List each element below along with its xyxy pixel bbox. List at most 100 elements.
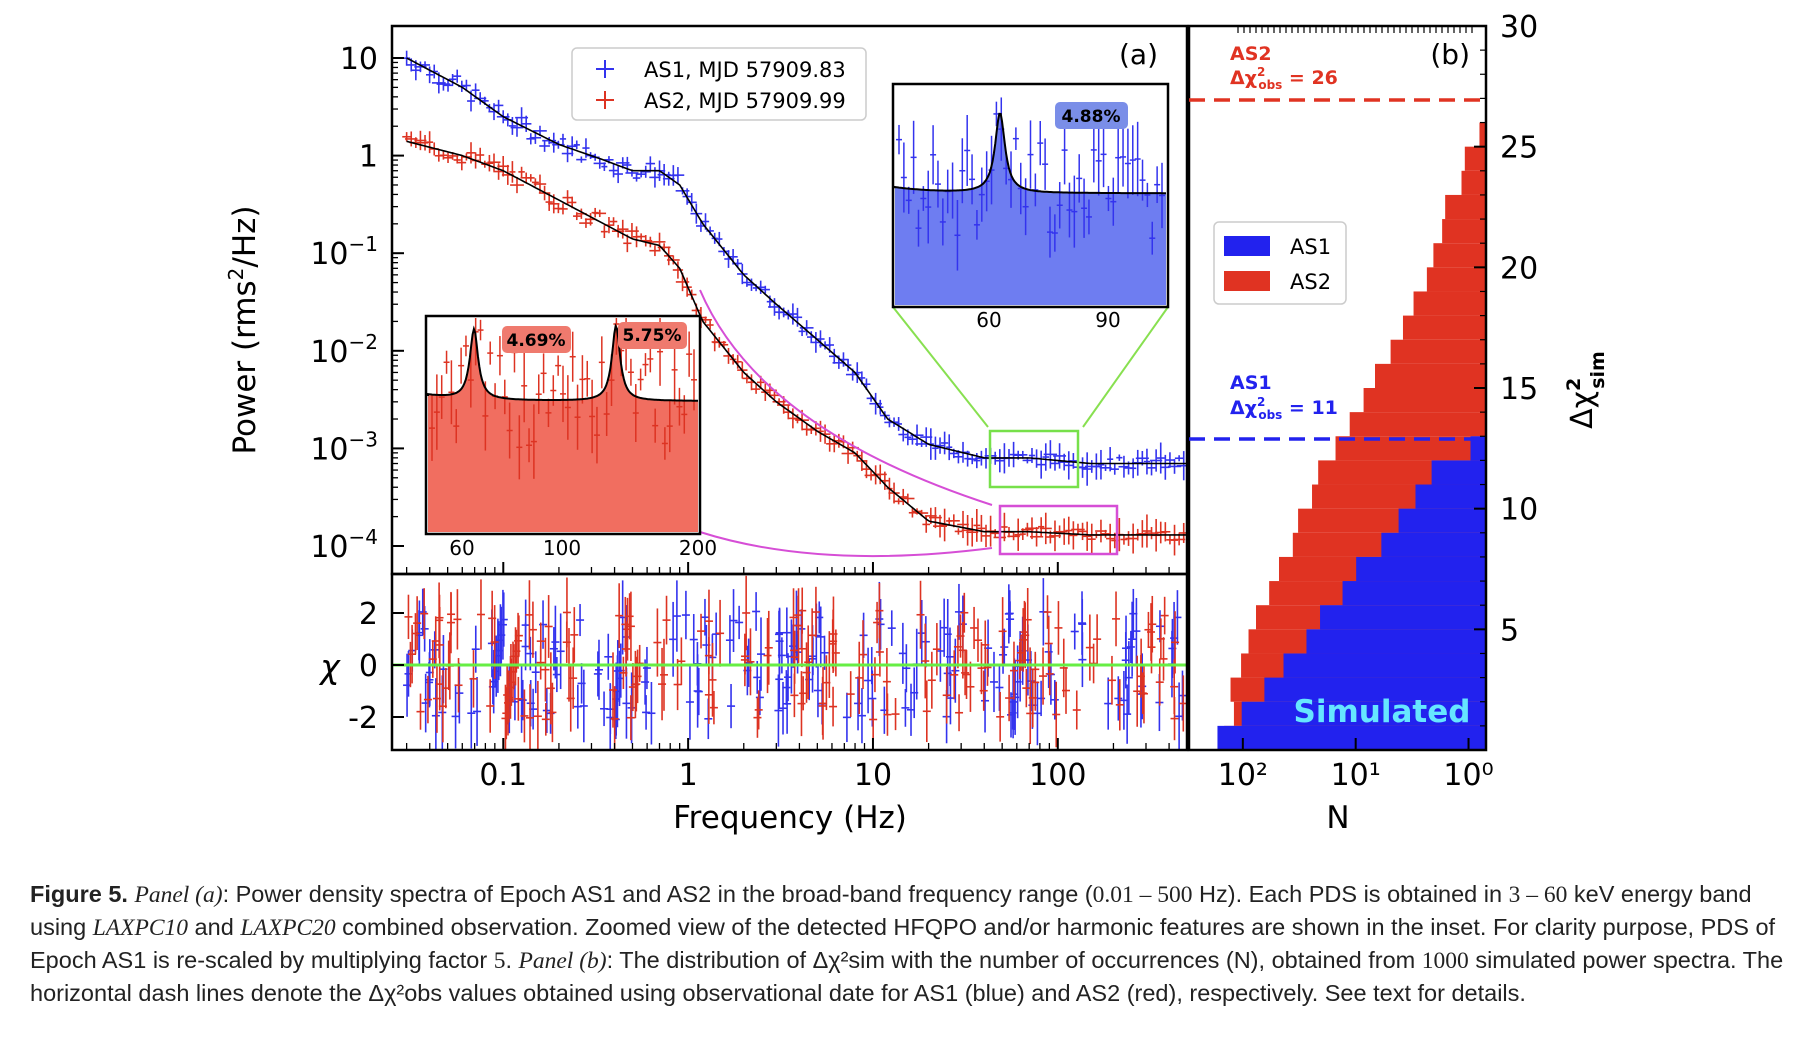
inset-point [930,125,937,185]
psd-point-as1 [623,156,632,174]
resid-point-as2 [950,650,959,700]
xtick-label: 100 [1029,758,1086,793]
psd-point-as2 [593,209,607,218]
psd-point-as1 [573,140,580,150]
resid-point-as1 [868,670,877,727]
resid-point-as2 [626,695,635,741]
psd-point-as2 [980,524,992,548]
caption-panel-b: Panel (b) [518,948,607,974]
inset-point [1124,128,1131,199]
psd-point-as2 [1077,522,1088,541]
resid-point-as2 [1043,595,1052,629]
panel-a-label: (a) [1119,38,1158,71]
inset-point [521,349,528,423]
inset-point [925,170,932,244]
psd-point-as1 [788,303,798,325]
resid-point-as2 [435,594,444,641]
psd-point-as2 [1038,517,1045,537]
resid-point-as2 [716,599,725,667]
resid-point-as2 [859,620,868,690]
resid-point-as2 [562,577,571,648]
psd-point-as2 [752,384,761,394]
psd-point-as2 [1001,512,1008,542]
caption-s4: simulated power spectra. The horizontal … [30,947,1784,1006]
resid-point-as2 [855,641,864,715]
resid-point-as2 [488,590,497,646]
psd-point-as2 [1087,523,1096,555]
resid-point-as2 [956,614,965,658]
resid-point-as1 [782,607,791,658]
psd-point-as2 [1120,534,1128,545]
psd-point-as1 [828,348,840,364]
psd-point-as2 [600,225,608,239]
hist-bar-as1 [1381,532,1486,557]
resid-point-as2 [811,586,820,638]
caption-figure-label: Figure 5. [30,881,128,907]
panel-b-top-ticks [1237,26,1473,33]
inset-point [1085,199,1092,235]
inset-point [1037,120,1044,166]
panel-b: (b) AS2 Δχ2 obs = 26 AS1 Δχ2 obs = 11 AS1 … [1187,10,1609,836]
inset-point [453,409,460,444]
resid-point-as2 [447,593,456,636]
psd-point-as2 [453,156,461,164]
resid-point-as2 [1160,596,1169,635]
resid-point-as2 [1089,643,1098,684]
psd-point-as2 [1101,529,1110,538]
resid-point-as1 [1155,610,1164,643]
inset-point [627,358,634,386]
resid-point-as2 [404,594,413,640]
inset-point [666,400,673,453]
resid-point-as2 [1019,608,1028,672]
resid-point-as1 [1114,676,1123,721]
resid-point-as1 [451,684,460,749]
panel-a-spectra [402,50,1187,556]
resid-point-as1 [954,583,963,640]
inset-point [593,406,600,464]
as1-zoom-box [988,429,1080,489]
b-ytick-label: 25 [1500,131,1538,166]
inset-point [1042,138,1049,190]
legend-b-as2: AS2 [1290,270,1331,294]
psd-point-as2 [443,152,453,163]
hist-bar-as1 [1356,556,1486,582]
psd-point-as2 [1082,521,1093,551]
inset-point [978,167,985,222]
resid-point-as2 [697,613,706,649]
resid-point-as1 [542,688,551,733]
inset-as2-badge-2-text: 5.75% [623,326,682,346]
resid-point-as2 [960,592,969,633]
inset-point [632,384,639,442]
psd-point-as2 [402,132,412,142]
panel-b-xticks: 10² 10¹ 10⁰ [1218,738,1494,793]
resid-point-as2 [873,601,882,644]
hist-bar-as1 [1320,605,1486,630]
panel-a-xticks: 0.1 1 10 100 [405,562,1188,793]
resid-point-as1 [467,677,476,749]
inset-point [613,318,620,355]
caption-and: and [188,914,241,940]
inset-point [905,186,912,214]
resid-point-as2 [677,637,686,686]
psd-point-as2 [699,316,712,324]
legend-as1-swatch [1224,236,1270,256]
resid-point-as1 [729,589,738,652]
hist-bar-as1 [1306,629,1486,654]
resid-point-as2 [754,690,763,730]
psd-point-as2 [476,147,485,163]
hist-bar-as1 [1398,508,1486,533]
resid-point-as2 [942,666,951,724]
resid-point-as2 [870,657,879,693]
inset-point [443,350,450,374]
inset-point [959,138,966,204]
psd-point-as2 [901,493,915,504]
resid-point-as2 [514,612,523,669]
resid-point-as2 [659,638,668,711]
resid-point-as2 [846,671,855,718]
resid-point-as1 [579,669,588,743]
as1-obs-label: AS1 [1230,372,1272,394]
psd-point-as1 [995,449,1005,473]
hist-bar-as2 [1390,339,1486,364]
psd-point-as1 [442,78,454,92]
inset-point [1134,121,1141,197]
